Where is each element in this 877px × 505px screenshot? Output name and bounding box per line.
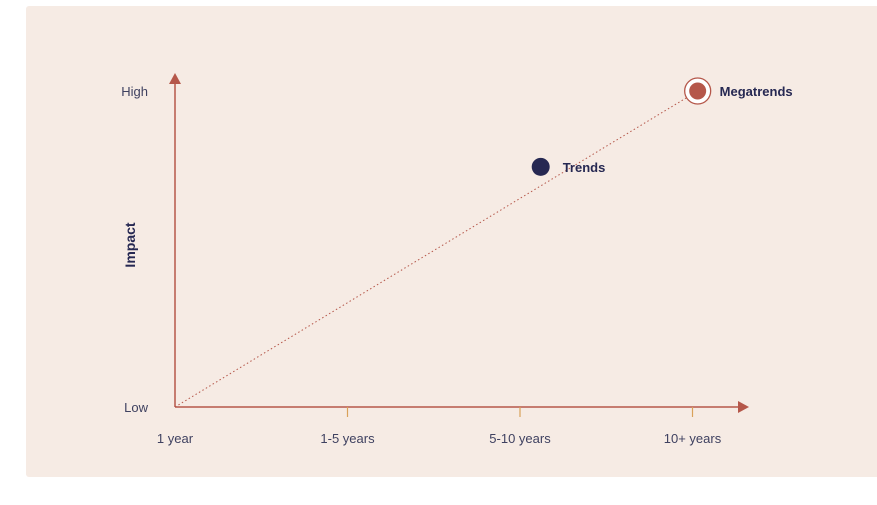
x-tick-label: 1 year bbox=[157, 431, 194, 446]
y-axis-title: Impact bbox=[122, 222, 138, 267]
y-tick-label: High bbox=[121, 84, 148, 99]
trend-line bbox=[174, 90, 698, 408]
x-tick-label: 10+ years bbox=[664, 431, 722, 446]
x-tick-label: 1-5 years bbox=[320, 431, 375, 446]
y-tick-label: Low bbox=[124, 400, 148, 415]
chart-panel bbox=[26, 6, 877, 477]
trends-label: Trends bbox=[563, 160, 606, 175]
x-axis-arrow bbox=[738, 401, 749, 413]
trend-line-group bbox=[174, 90, 698, 408]
x-ticks: 1 year 1-5 years 5-10 years 10+ years bbox=[157, 407, 722, 446]
data-points: Trends Megatrends bbox=[531, 77, 793, 176]
trends-point bbox=[531, 157, 550, 176]
x-tick-label: 5-10 years bbox=[489, 431, 551, 446]
y-tick-labels: Low High bbox=[121, 84, 148, 415]
megatrends-point bbox=[689, 82, 707, 100]
y-axis-arrow bbox=[169, 73, 181, 84]
megatrends-label: Megatrends bbox=[720, 84, 793, 99]
